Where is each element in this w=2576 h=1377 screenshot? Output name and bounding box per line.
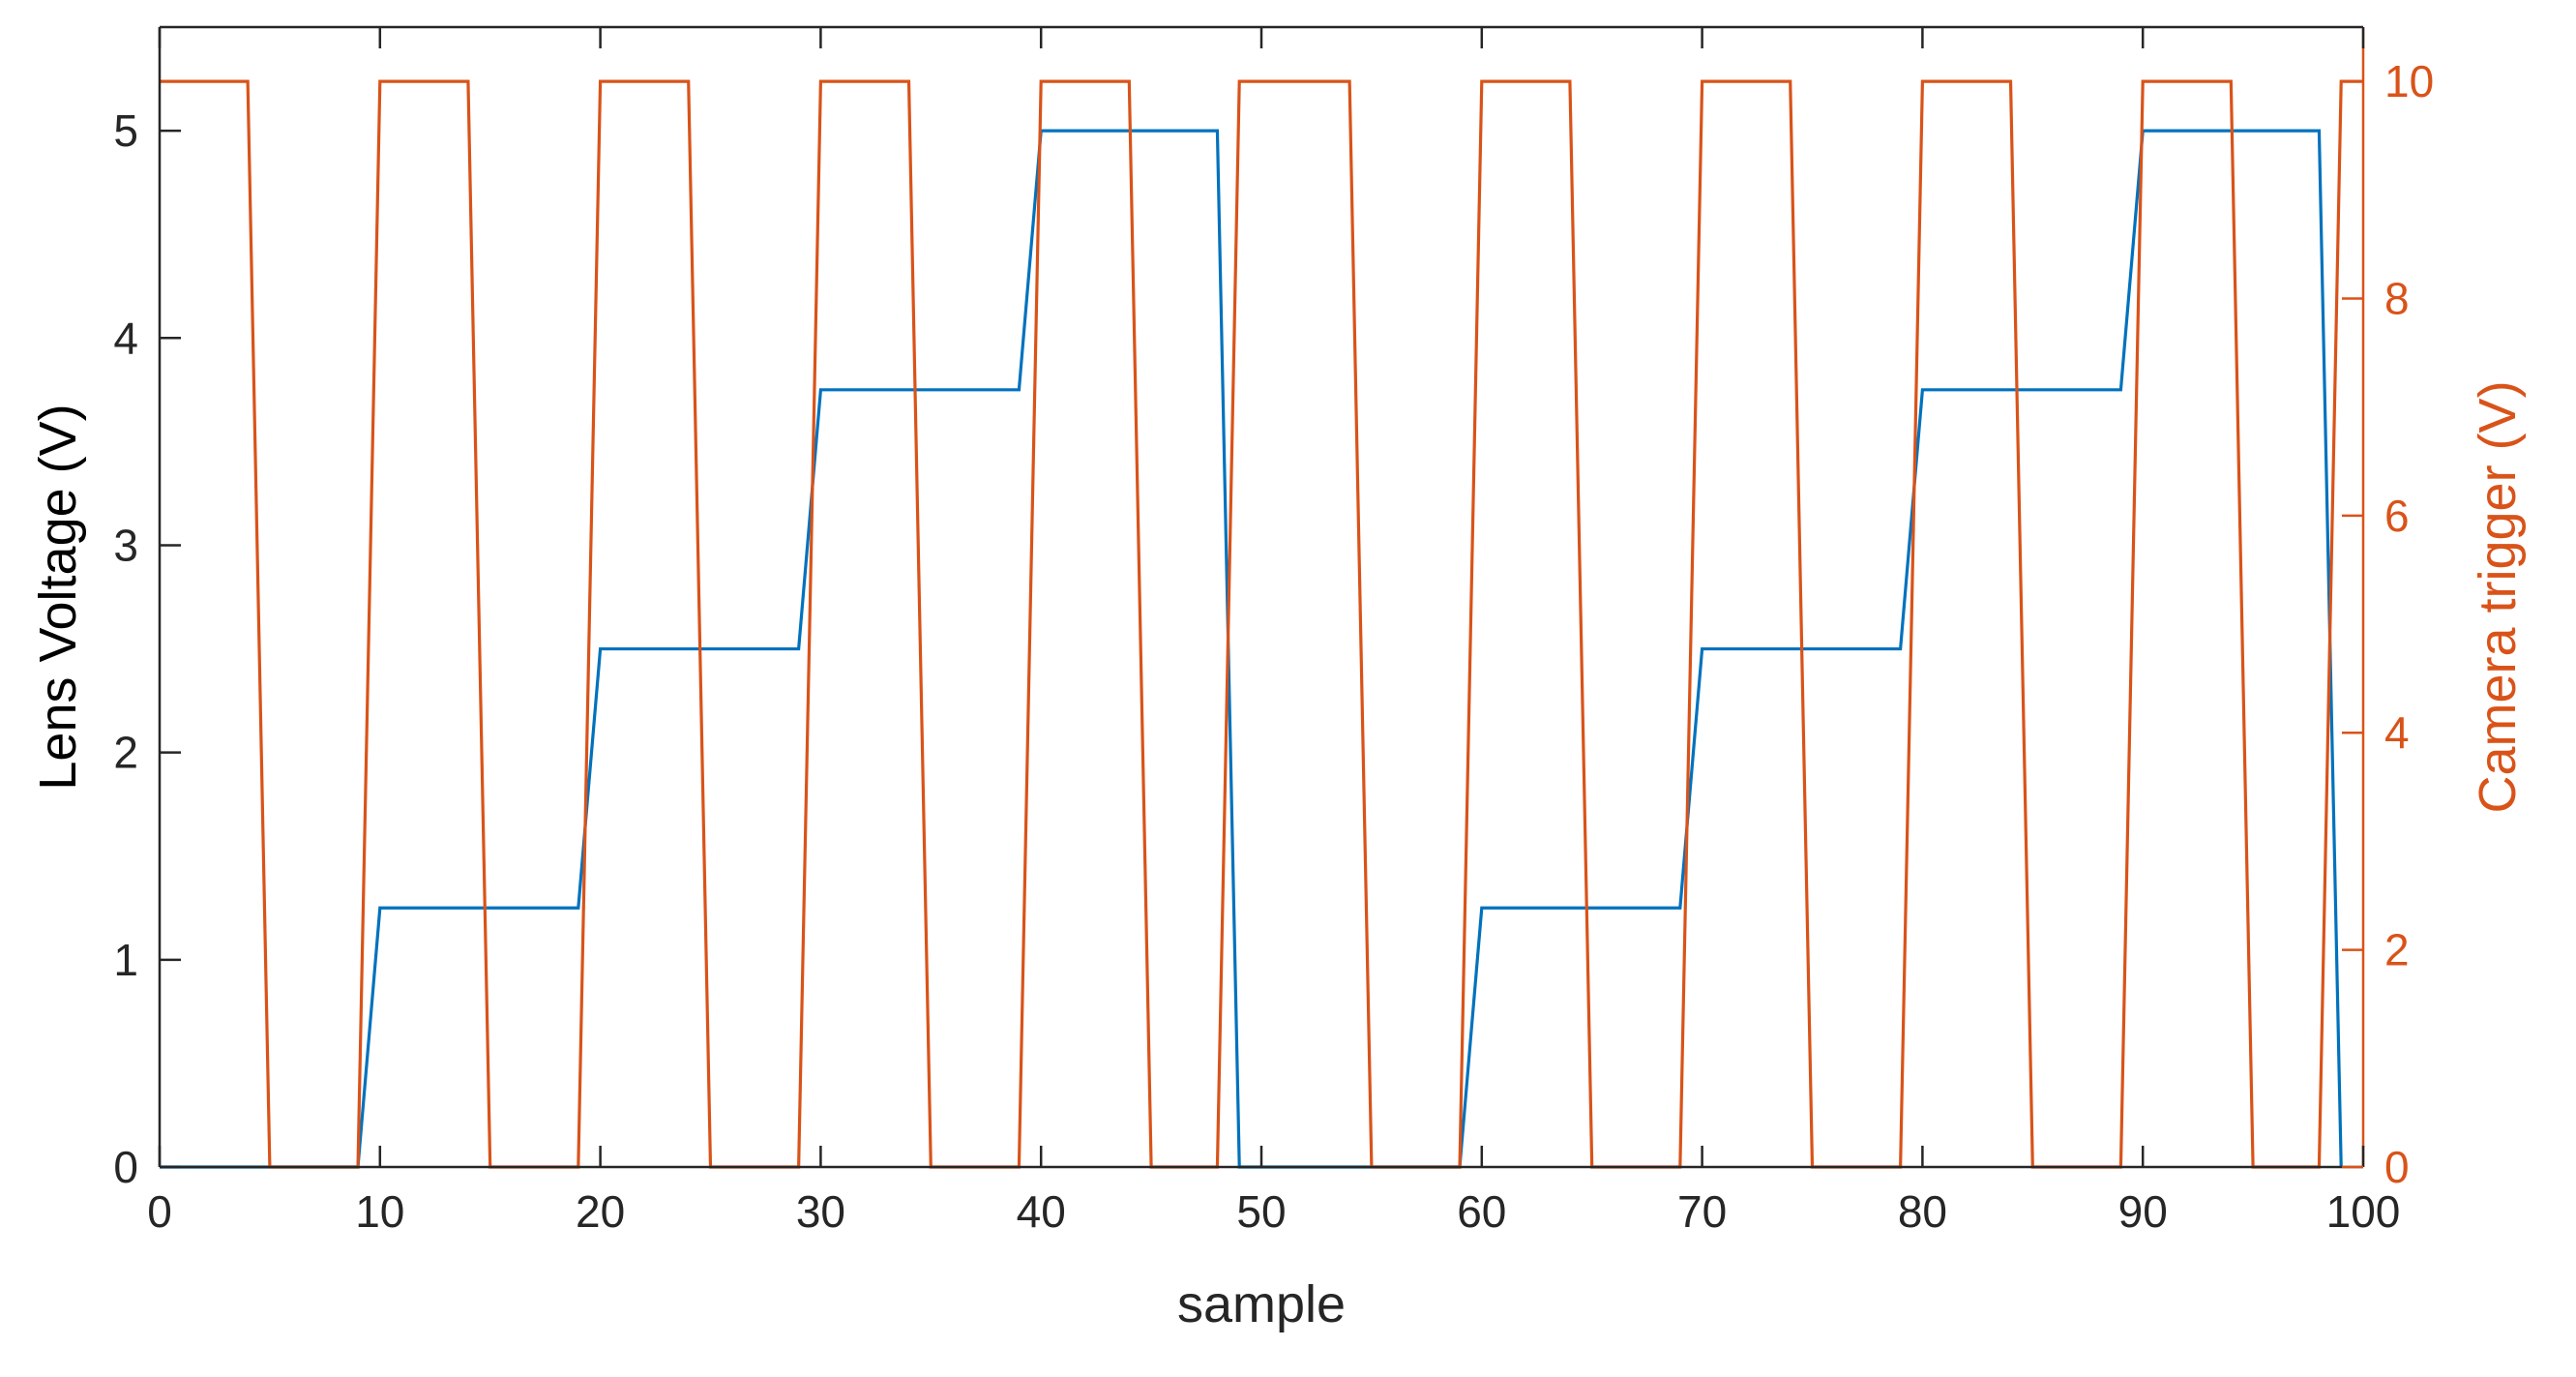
left-y-tick-label: 5 bbox=[113, 105, 138, 156]
x-tick-label: 40 bbox=[1017, 1186, 1066, 1237]
x-tick-label: 90 bbox=[2118, 1186, 2168, 1237]
right-y-axis-title: Camera trigger (V) bbox=[2469, 380, 2527, 813]
plot-area bbox=[160, 27, 2363, 1167]
right-y-tick-label: 0 bbox=[2384, 1142, 2410, 1192]
left-y-tick-label: 0 bbox=[113, 1142, 138, 1192]
plot-background bbox=[160, 27, 2363, 1167]
right-y-tick-label: 8 bbox=[2384, 273, 2410, 323]
x-tick-label: 100 bbox=[2326, 1186, 2401, 1237]
left-y-tick-label: 4 bbox=[113, 313, 138, 363]
right-y-tick-label: 10 bbox=[2384, 56, 2434, 106]
left-y-tick-label: 2 bbox=[113, 728, 138, 778]
x-tick-label: 0 bbox=[147, 1186, 172, 1237]
left-y-axis-title: Lens Voltage (V) bbox=[29, 404, 87, 790]
left-y-tick-label: 1 bbox=[113, 935, 138, 985]
x-tick-label: 80 bbox=[1898, 1186, 1947, 1237]
right-y-tick-label: 2 bbox=[2384, 925, 2410, 975]
left-y-tick-label: 3 bbox=[113, 520, 138, 570]
x-tick-label: 70 bbox=[1677, 1186, 1727, 1237]
x-tick-label: 60 bbox=[1457, 1186, 1506, 1237]
x-axis-title: sample bbox=[1177, 1275, 1346, 1333]
x-tick-label: 30 bbox=[796, 1186, 845, 1237]
x-tick-label: 50 bbox=[1236, 1186, 1286, 1237]
right-y-tick-label: 4 bbox=[2384, 707, 2410, 758]
right-y-tick-label: 6 bbox=[2384, 491, 2410, 541]
x-tick-label: 20 bbox=[576, 1186, 625, 1237]
x-tick-label: 10 bbox=[355, 1186, 404, 1237]
